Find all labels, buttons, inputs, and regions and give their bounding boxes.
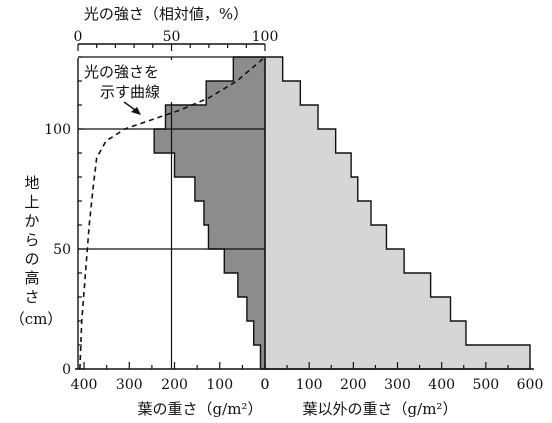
leaf-weight-axis-title: 葉の重さ（g/m²）: [138, 400, 263, 418]
axes-layer: [75, 43, 534, 370]
height-axis-title-char: 高: [24, 269, 39, 287]
height-axis-title-char: の: [24, 250, 39, 268]
non-leaf-weight-bar: [265, 249, 405, 273]
leaf-weight-outline: [153, 56, 265, 370]
non-leaf-weight-bar: [265, 105, 318, 129]
height-axis-title: 地上からの高さ （cm）: [10, 174, 63, 328]
leaf-weight-bar: [165, 105, 265, 129]
non-leaf-weight-axis-title: 葉以外の重さ（g/m²）: [303, 400, 458, 418]
annotation-background: [82, 60, 176, 102]
non-leaf-weight-bar: [265, 273, 431, 297]
non-leaf-weight-tick-label: 500: [472, 377, 499, 393]
non-leaf-weight-tick-label: 200: [340, 377, 367, 393]
height-axis-title-char: 地: [24, 174, 39, 192]
light-tick-label: 0: [74, 29, 83, 45]
height-axis-title-char: ら: [24, 231, 39, 249]
non-leaf-weight-tick-label: 300: [384, 377, 411, 393]
annotation-arrow-head: [131, 107, 141, 115]
height-axis-title-char: か: [24, 212, 39, 230]
leaf-weight-bar: [208, 225, 265, 249]
leaf-weight-bar: [206, 81, 265, 105]
non-leaf-weight-bar: [265, 321, 466, 345]
non-leaf-weight-tick-label: 100: [296, 377, 323, 393]
non-leaf-weight-tick-label: 400: [428, 377, 455, 393]
light-tick-label: 50: [163, 29, 181, 45]
height-tick-label: 50: [53, 242, 71, 258]
light-axis-title: 光の強さ（相対値，%）: [84, 5, 248, 23]
leaf-weight-tick-label: 300: [116, 377, 143, 393]
non-leaf-weight-tick-label: 600: [517, 377, 544, 393]
leaf-weight-bar: [174, 153, 265, 177]
leaf-weight-bar: [246, 297, 265, 321]
leaf-weight-tick-label: 200: [161, 377, 188, 393]
leaf-weight-bar: [260, 345, 265, 369]
non-leaf-weight-outline: [265, 56, 531, 370]
light-intensity-curve: [79, 56, 266, 370]
non-leaf-weight-tick-label: 0: [261, 377, 270, 393]
annotation-line-1: 光の強さを: [84, 63, 159, 81]
leaf-weight-bar: [224, 249, 265, 273]
leaf-weight-tick-label: 400: [71, 377, 98, 393]
height-tick-label: 0: [62, 362, 71, 378]
non-leaf-weight-bar: [265, 225, 387, 249]
non-leaf-weight-bar: [265, 201, 371, 225]
height-axis-title-char: 上: [24, 193, 39, 211]
non-leaf-weight-bar: [265, 129, 336, 153]
light-curve-layer: [79, 56, 266, 370]
gridlines-layer: [78, 56, 265, 369]
non-leaf-weight-bar: [265, 153, 352, 177]
non-leaf-weight-bar: [265, 177, 358, 201]
height-tick-label: 100: [44, 122, 71, 138]
leaf-weight-bar: [253, 321, 265, 345]
leaf-weight-tick-label: 100: [206, 377, 233, 393]
leaf-weight-tick-label: 0: [261, 377, 270, 393]
non-leaf-weight-bar: [265, 81, 301, 105]
leaf-weight-bar: [237, 273, 265, 297]
non-leaf-weight-bar: [265, 297, 451, 321]
annotation-line-2: 示す曲線: [100, 83, 160, 101]
non-leaf-weight-bar: [265, 57, 283, 81]
height-axis-title-unit: （cm）: [10, 310, 63, 328]
light-tick-label: 100: [252, 29, 279, 45]
leaf-weight-bar: [154, 129, 265, 153]
bars-layer: [153, 56, 531, 370]
height-axis-title-char: さ: [24, 288, 39, 306]
leaf-weight-bar: [194, 177, 265, 201]
leaf-weight-bar: [203, 201, 265, 225]
